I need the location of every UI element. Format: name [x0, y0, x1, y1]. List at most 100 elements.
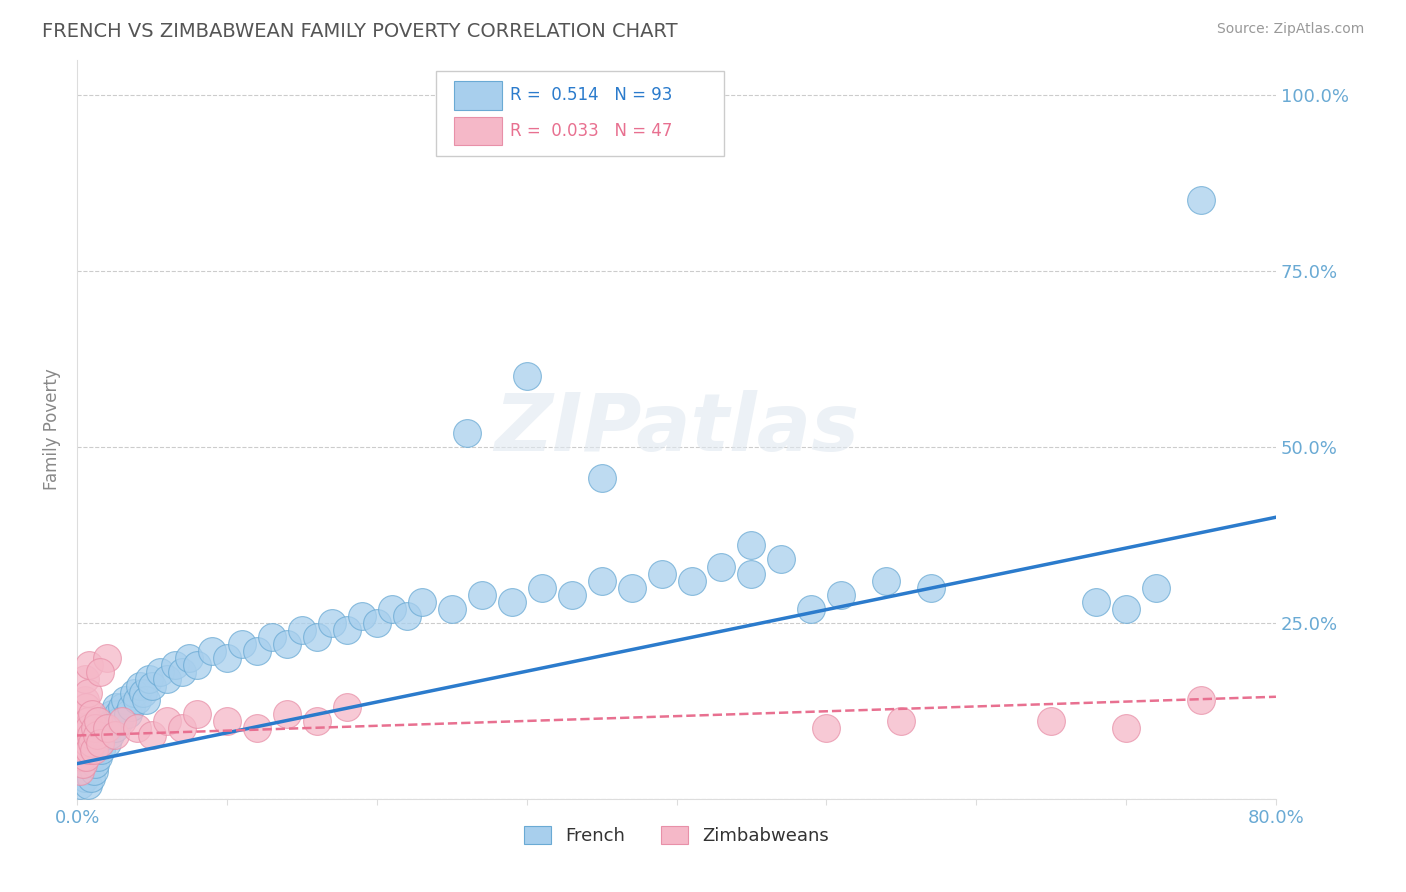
Point — [305, 630, 328, 644]
Point — [890, 714, 912, 729]
Point — [156, 714, 179, 729]
Point — [395, 608, 418, 623]
Point — [291, 623, 314, 637]
Point — [114, 693, 136, 707]
Point — [800, 601, 823, 615]
Point — [129, 679, 152, 693]
Point — [77, 756, 100, 771]
Point — [89, 735, 111, 749]
Point — [830, 588, 852, 602]
Point — [86, 714, 108, 729]
Point — [163, 658, 186, 673]
Point — [132, 686, 155, 700]
Point — [1189, 194, 1212, 208]
Point — [141, 679, 163, 693]
Point — [96, 651, 118, 665]
Point — [76, 735, 98, 749]
Point — [201, 644, 224, 658]
Point — [561, 588, 583, 602]
Point — [1115, 601, 1137, 615]
Point — [73, 742, 96, 756]
Point — [87, 749, 110, 764]
Point — [98, 729, 121, 743]
Point — [920, 581, 942, 595]
Point — [276, 637, 298, 651]
Point — [87, 729, 110, 743]
Point — [84, 722, 107, 736]
Point — [591, 574, 613, 588]
Point — [456, 425, 478, 440]
Point — [148, 665, 170, 679]
Point — [76, 722, 98, 736]
Point — [86, 742, 108, 756]
Point — [72, 749, 94, 764]
Point — [96, 735, 118, 749]
Point — [120, 700, 142, 714]
Point — [77, 722, 100, 736]
Point — [93, 729, 115, 743]
Point — [141, 729, 163, 743]
Point — [103, 729, 125, 743]
Point — [83, 764, 105, 778]
Point — [72, 735, 94, 749]
Point — [84, 756, 107, 771]
Point — [260, 630, 283, 644]
Point — [381, 601, 404, 615]
Point — [186, 658, 208, 673]
Point — [471, 588, 494, 602]
Point — [170, 665, 193, 679]
Point — [70, 764, 93, 778]
Point — [89, 665, 111, 679]
Point — [125, 693, 148, 707]
Point — [80, 735, 103, 749]
Point — [96, 722, 118, 736]
Point — [76, 686, 98, 700]
Point — [77, 742, 100, 756]
Point — [501, 595, 523, 609]
Point — [84, 722, 107, 736]
Point — [94, 714, 117, 729]
Point — [83, 742, 105, 756]
Point — [815, 722, 838, 736]
Point — [70, 729, 93, 743]
Point — [73, 756, 96, 771]
Point — [75, 729, 97, 743]
Point — [80, 707, 103, 722]
Point — [76, 749, 98, 764]
Point — [1085, 595, 1108, 609]
Point — [73, 722, 96, 736]
Point — [77, 735, 100, 749]
Point — [516, 369, 538, 384]
Point — [75, 764, 97, 778]
Point — [710, 559, 733, 574]
Legend: French, Zimbabweans: French, Zimbabweans — [523, 826, 830, 846]
Point — [89, 735, 111, 749]
Point — [350, 608, 373, 623]
Point — [80, 729, 103, 743]
Point — [100, 707, 122, 722]
Point — [75, 749, 97, 764]
Point — [86, 729, 108, 743]
Point — [1144, 581, 1167, 595]
Point — [111, 700, 134, 714]
Point — [75, 700, 97, 714]
Point — [681, 574, 703, 588]
Point — [156, 672, 179, 686]
Y-axis label: Family Poverty: Family Poverty — [44, 368, 60, 490]
Point — [105, 700, 128, 714]
Point — [215, 714, 238, 729]
Point — [73, 672, 96, 686]
Point — [620, 581, 643, 595]
Point — [103, 722, 125, 736]
Point — [276, 707, 298, 722]
Point — [73, 729, 96, 743]
Point — [107, 707, 129, 722]
Point — [83, 735, 105, 749]
Point — [91, 722, 114, 736]
Point — [246, 722, 269, 736]
Point — [70, 749, 93, 764]
Point — [72, 707, 94, 722]
Point — [72, 756, 94, 771]
Text: R =  0.514   N = 93: R = 0.514 N = 93 — [510, 87, 672, 104]
Point — [76, 778, 98, 792]
